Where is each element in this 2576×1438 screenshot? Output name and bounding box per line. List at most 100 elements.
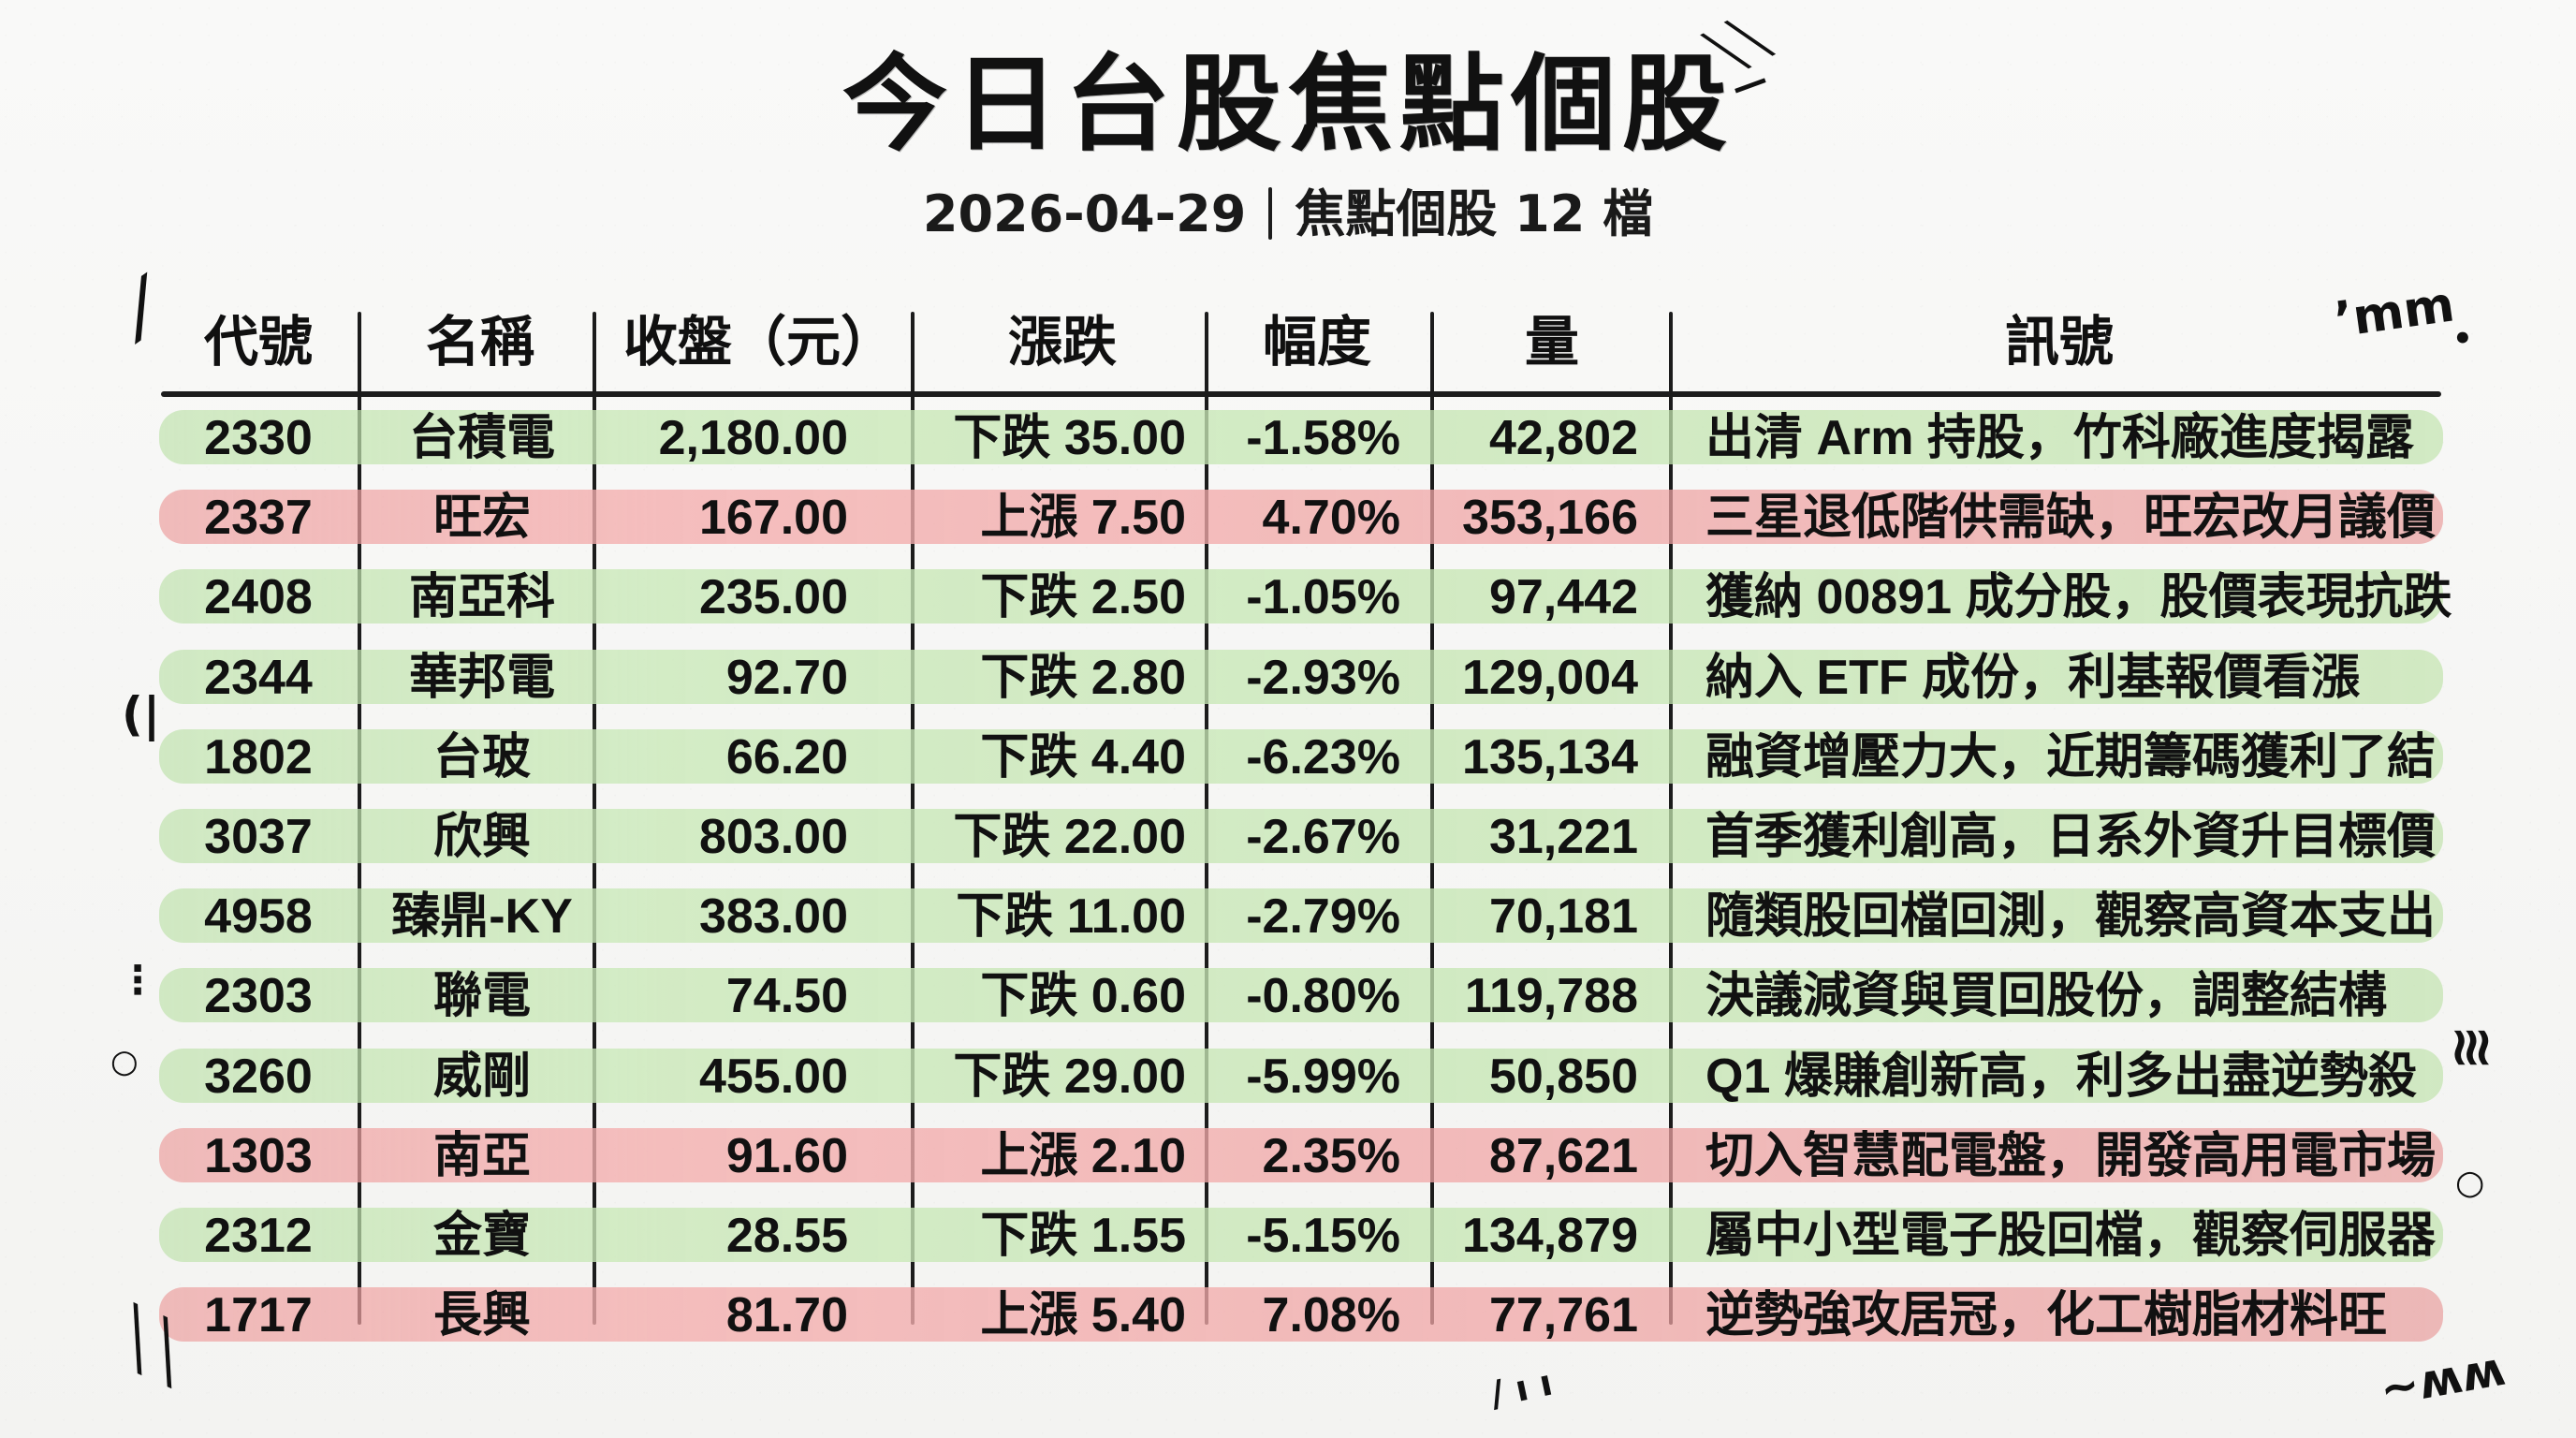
percent-change: -1.05% bbox=[1246, 570, 1400, 624]
price-change: 下跌 2.50 bbox=[980, 570, 1186, 624]
stock-code: 4958 bbox=[204, 889, 313, 944]
header-code: 代號 bbox=[204, 312, 314, 373]
stock-code: 3260 bbox=[204, 1049, 313, 1104]
closing-price: 167.00 bbox=[698, 491, 848, 545]
closing-price: 28.55 bbox=[725, 1209, 848, 1263]
signal-text: 切入智慧配電盤，開發高用電市場 bbox=[1705, 1129, 2437, 1183]
table-row-band bbox=[159, 1287, 2443, 1342]
signal-text: 逆勢強攻居冠，化工樹脂材料旺 bbox=[1705, 1288, 2388, 1343]
closing-price: 74.50 bbox=[725, 969, 848, 1023]
percent-change: -5.99% bbox=[1246, 1049, 1400, 1104]
stock-name: 聯電 bbox=[432, 969, 531, 1023]
closing-price: 81.70 bbox=[725, 1288, 848, 1343]
price-change: 下跌 11.00 bbox=[956, 889, 1186, 944]
table-row-band bbox=[159, 490, 2443, 544]
closing-price: 383.00 bbox=[698, 889, 848, 944]
page-title: 今日台股焦點個股 bbox=[842, 44, 1734, 166]
stock-code: 1303 bbox=[204, 1129, 313, 1183]
trading-volume: 31,221 bbox=[1488, 810, 1638, 864]
signal-text: Q1 爆賺創新高，利多出盡逆勢殺 bbox=[1705, 1049, 2417, 1104]
stock-name: 南亞科 bbox=[408, 570, 555, 624]
signal-text: 納入 ETF 成份，利基報價看漲 bbox=[1705, 651, 2361, 705]
percent-change: 4.70% bbox=[1262, 491, 1400, 545]
price-change: 上漲 5.40 bbox=[980, 1288, 1186, 1343]
table-row-band bbox=[159, 809, 2443, 863]
trading-volume: 70,181 bbox=[1488, 889, 1638, 944]
stock-name: 華邦電 bbox=[408, 651, 555, 705]
stock-name: 台積電 bbox=[408, 411, 555, 465]
percent-change: 2.35% bbox=[1262, 1129, 1400, 1183]
signal-text: 決議減資與買回股份，調整結構 bbox=[1705, 969, 2388, 1023]
price-change: 下跌 22.00 bbox=[953, 810, 1186, 864]
price-change: 下跌 35.00 bbox=[953, 411, 1186, 465]
price-change: 上漲 7.50 bbox=[980, 491, 1186, 545]
report-date: 2026-04-29 bbox=[922, 184, 1247, 243]
stock-name: 南亞 bbox=[432, 1129, 531, 1183]
table-row-band bbox=[159, 968, 2443, 1022]
trading-volume: 129,004 bbox=[1462, 651, 1638, 705]
stock-code: 3037 bbox=[204, 810, 313, 864]
header-divider bbox=[161, 391, 2441, 397]
subtitle-separator bbox=[1268, 187, 1273, 240]
trading-volume: 353,166 bbox=[1462, 491, 1638, 545]
signal-text: 出清 Arm 持股，竹科廠進度揭露 bbox=[1705, 411, 2414, 465]
percent-change: -2.93% bbox=[1246, 651, 1400, 705]
signal-text: 首季獲利創高，日系外資升目標價 bbox=[1705, 810, 2437, 864]
percent-change: -0.80% bbox=[1246, 969, 1400, 1023]
price-change: 下跌 0.60 bbox=[980, 969, 1186, 1023]
trading-volume: 87,621 bbox=[1488, 1129, 1638, 1183]
trading-volume: 42,802 bbox=[1488, 411, 1638, 465]
table-row-band bbox=[159, 1128, 2443, 1182]
stock-code: 2330 bbox=[204, 411, 313, 465]
table-row-band bbox=[159, 650, 2443, 704]
closing-price: 803.00 bbox=[698, 810, 848, 864]
page-subtitle: 2026-04-29 焦點個股 12 檔 bbox=[0, 187, 2576, 240]
percent-change: -2.67% bbox=[1246, 810, 1400, 864]
trading-volume: 50,850 bbox=[1488, 1049, 1638, 1104]
price-change: 上漲 2.10 bbox=[980, 1129, 1186, 1183]
trading-volume: 119,788 bbox=[1464, 969, 1638, 1023]
header-percent: 幅度 bbox=[1262, 312, 1371, 373]
closing-price: 91.60 bbox=[725, 1129, 848, 1183]
stock-name: 欣興 bbox=[432, 810, 531, 864]
closing-price: 235.00 bbox=[698, 570, 848, 624]
header-change: 漲跌 bbox=[1007, 312, 1117, 373]
stock-name: 威剛 bbox=[432, 1049, 531, 1104]
table-row-band bbox=[159, 729, 2443, 784]
stock-name: 長興 bbox=[432, 1288, 531, 1343]
stock-code: 2344 bbox=[204, 651, 313, 705]
closing-price: 455.00 bbox=[698, 1049, 848, 1104]
focus-count-label: 焦點個股 12 檔 bbox=[1295, 184, 1654, 243]
price-change: 下跌 29.00 bbox=[953, 1049, 1186, 1104]
table-row-band bbox=[159, 569, 2443, 624]
header-name: 名稱 bbox=[425, 312, 534, 373]
signal-text: 隨類股回檔回測，觀察高資本支出 bbox=[1705, 889, 2437, 944]
price-change: 下跌 2.80 bbox=[980, 651, 1186, 705]
signal-text: 三星退低階供需缺，旺宏改月議價 bbox=[1705, 491, 2437, 545]
header-close: 收盤（元） bbox=[623, 312, 896, 373]
table-row-band bbox=[159, 410, 2443, 464]
trading-volume: 97,442 bbox=[1488, 570, 1638, 624]
stock-name: 旺宏 bbox=[432, 491, 531, 545]
signal-text: 獲納 00891 成分股，股價表現抗跌 bbox=[1705, 570, 2452, 624]
percent-change: -5.15% bbox=[1246, 1209, 1400, 1263]
table-row-band bbox=[159, 888, 2443, 943]
price-change: 下跌 4.40 bbox=[980, 730, 1186, 785]
percent-change: -2.79% bbox=[1246, 889, 1400, 944]
stock-code: 2408 bbox=[204, 570, 313, 624]
percent-change: -1.58% bbox=[1246, 411, 1400, 465]
closing-price: 66.20 bbox=[725, 730, 848, 785]
stock-name: 臻鼎-KY bbox=[391, 889, 573, 944]
table-row-band bbox=[159, 1208, 2443, 1262]
stock-code: 2337 bbox=[204, 491, 313, 545]
signal-text: 屬中小型電子股回檔，觀察伺服器 bbox=[1705, 1209, 2437, 1263]
stock-code: 1802 bbox=[204, 730, 313, 785]
trading-volume: 135,134 bbox=[1462, 730, 1638, 785]
stock-code: 1717 bbox=[204, 1288, 313, 1343]
header-signal: 訊號 bbox=[2004, 312, 2114, 373]
stock-name: 台玻 bbox=[432, 730, 531, 785]
stock-code: 2312 bbox=[204, 1209, 313, 1263]
closing-price: 2,180.00 bbox=[658, 411, 848, 465]
stock-code: 2303 bbox=[204, 969, 313, 1023]
